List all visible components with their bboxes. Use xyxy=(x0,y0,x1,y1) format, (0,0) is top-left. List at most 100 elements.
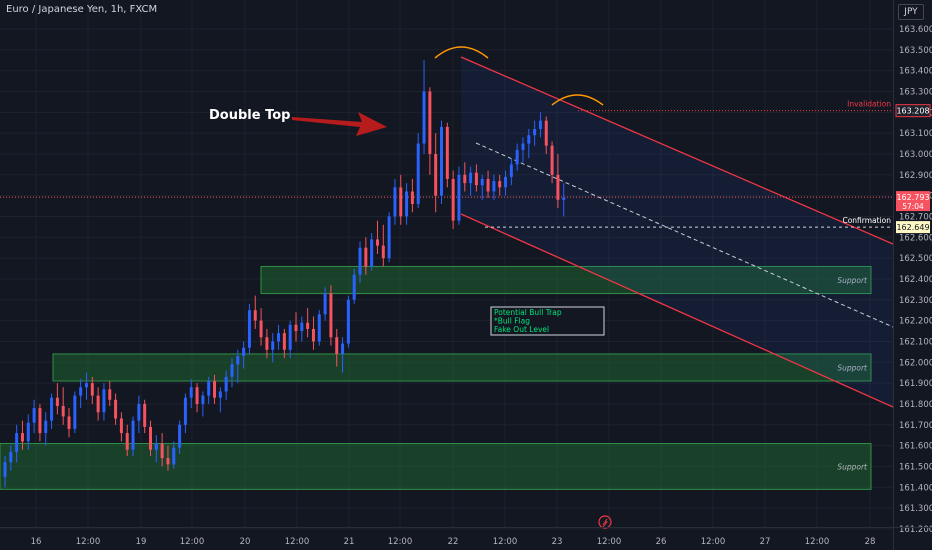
note-box xyxy=(490,306,605,336)
candle-body xyxy=(114,399,118,419)
candle-body xyxy=(480,178,484,186)
note-line: Potential Bull Trap xyxy=(494,308,562,317)
candle-body xyxy=(440,126,443,196)
candle-body xyxy=(172,447,176,465)
candle-body xyxy=(277,333,281,342)
candle-body xyxy=(137,403,141,421)
time-tick-label: 21 xyxy=(344,537,355,547)
replay-icon-bolt xyxy=(602,518,609,528)
candle-body xyxy=(527,135,531,144)
candle-body xyxy=(387,216,391,259)
double-top-arch-left xyxy=(434,46,489,59)
invalidation-price-tag xyxy=(895,104,931,118)
candle-body xyxy=(230,364,234,377)
price-tick-label: 161.900 xyxy=(899,379,932,389)
price-tick-label: 161.300 xyxy=(899,504,932,514)
price-tick-label: 162.100 xyxy=(899,337,932,347)
time-tick-label: 23 xyxy=(552,537,563,547)
channel-lower-line xyxy=(460,213,894,408)
candle-body xyxy=(20,433,24,442)
price-tick-label: 161.700 xyxy=(899,421,932,431)
price-tick-label: 162.200 xyxy=(899,317,932,327)
candle-body xyxy=(119,418,123,434)
candle-body xyxy=(509,164,513,177)
price-tick-label: 162.300 xyxy=(899,296,932,306)
price-tick-label: 162.000 xyxy=(899,358,932,368)
time-tick-label: 27 xyxy=(760,537,771,547)
candle-body xyxy=(50,397,54,421)
candle-body xyxy=(79,387,83,396)
candle-body xyxy=(451,178,455,221)
current-price-countdown: 57:04 xyxy=(902,202,924,211)
time-tick-label: 19 xyxy=(136,537,147,547)
candle-body xyxy=(358,247,362,275)
double-top-arrow xyxy=(292,112,387,136)
price-tick-label: 162.700 xyxy=(899,212,932,222)
support-zone xyxy=(52,353,872,382)
support-zone-label: Support xyxy=(837,462,868,471)
invalidation-label: Invalidation xyxy=(847,100,891,109)
candle-body xyxy=(73,395,77,429)
candle-body xyxy=(556,174,560,200)
price-tick-label: 162.400 xyxy=(899,275,932,285)
support-zone xyxy=(0,443,872,490)
price-tick-label: 161.400 xyxy=(899,483,932,493)
candle-body xyxy=(463,174,467,184)
candle-body xyxy=(544,120,548,146)
channel-midline xyxy=(475,142,894,328)
candle-body xyxy=(474,172,478,186)
candle-body xyxy=(131,420,135,450)
candle-body xyxy=(32,408,36,423)
candle-body xyxy=(428,91,432,154)
price-tick-label: 163.400 xyxy=(899,67,932,77)
price-tick-label: 162.600 xyxy=(899,233,932,243)
candle-body xyxy=(195,387,199,404)
candle-body xyxy=(207,381,211,396)
price-tick-label: 163.300 xyxy=(899,87,932,97)
time-tick-label: 16 xyxy=(31,537,42,547)
double-top-arch-right xyxy=(551,94,604,106)
time-tick-label: 12:00 xyxy=(76,537,101,547)
candle-body xyxy=(352,274,356,300)
candle-body xyxy=(90,383,94,396)
double-top-label: Double Top xyxy=(209,108,290,123)
candle-body xyxy=(67,416,71,429)
candle-body xyxy=(445,126,449,179)
candle-body xyxy=(422,91,426,144)
invalidation-price-value: 163.208 xyxy=(896,107,929,116)
candle-body xyxy=(346,299,350,344)
candle-body xyxy=(178,424,182,448)
candle-body xyxy=(329,293,333,338)
currency-button[interactable]: JPY xyxy=(898,4,924,20)
candle-body xyxy=(306,322,310,329)
price-tick-label: 163.100 xyxy=(899,129,932,139)
candle-body xyxy=(143,403,147,427)
candle-body xyxy=(282,333,286,350)
price-tick-label: 163.600 xyxy=(899,25,932,35)
price-tick-label: 161.800 xyxy=(899,400,932,410)
current-price-tag xyxy=(896,191,930,212)
candle-body xyxy=(26,422,30,442)
candle-body xyxy=(393,187,397,217)
candle-body xyxy=(399,187,403,217)
candle-body xyxy=(3,462,7,477)
candle-body xyxy=(311,328,315,342)
candle-body xyxy=(102,389,106,413)
candle-body xyxy=(317,314,321,342)
candle-body xyxy=(253,310,257,321)
candle-body xyxy=(416,143,420,204)
candle-body xyxy=(370,239,374,267)
candle-body xyxy=(434,153,438,196)
time-tick-label: 12:00 xyxy=(701,537,726,547)
candle-body xyxy=(44,420,48,434)
candle-body xyxy=(498,181,502,188)
replay-icon xyxy=(598,515,612,529)
candle-body xyxy=(533,128,537,136)
time-tick-label: 22 xyxy=(448,537,459,547)
candle-body xyxy=(61,406,65,417)
price-tick-label: 161.500 xyxy=(899,462,932,472)
candle-body xyxy=(364,247,368,267)
candle-body xyxy=(154,443,158,450)
